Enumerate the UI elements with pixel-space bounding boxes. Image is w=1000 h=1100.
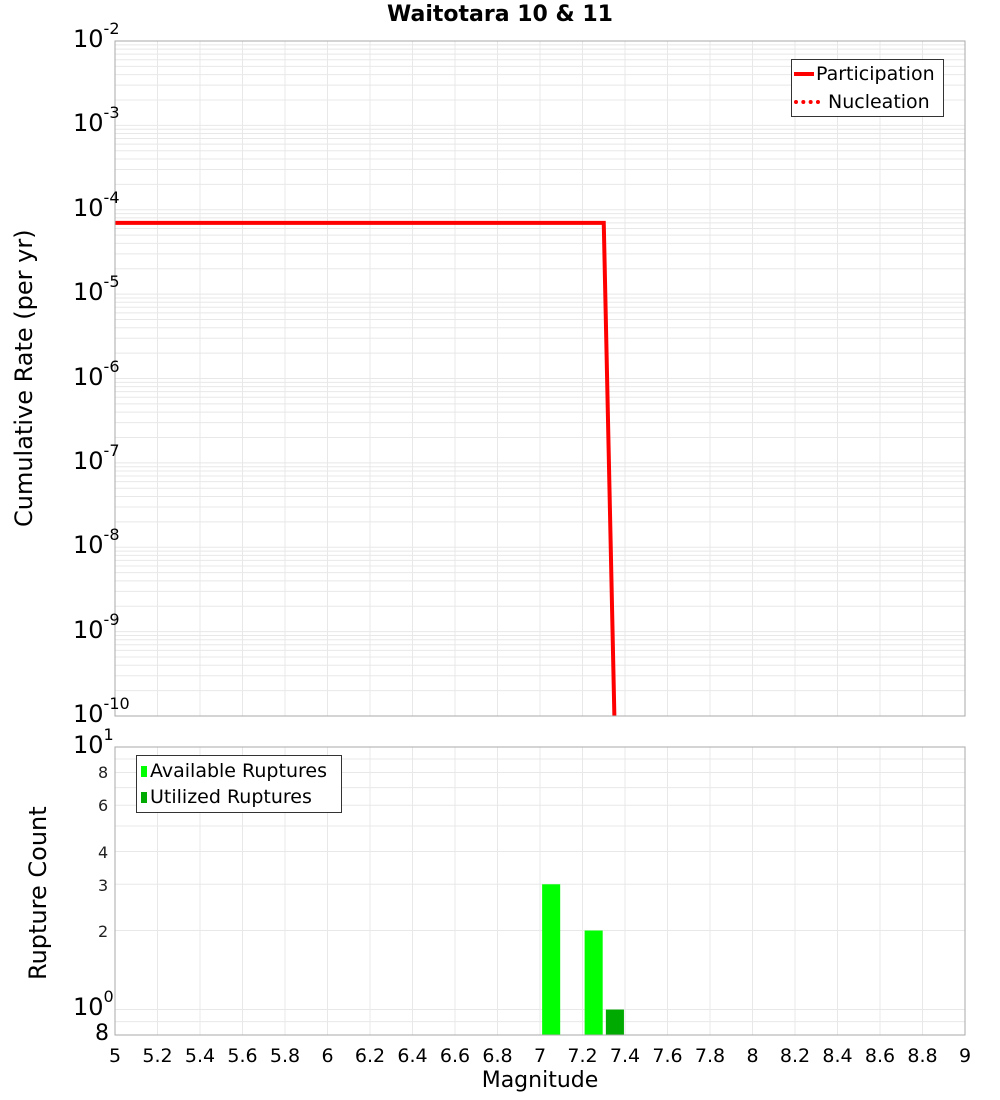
- bottom-ytick-3: 3: [98, 876, 108, 895]
- bottom-ytick-8-low: 8: [95, 1023, 109, 1045]
- histogram-bar: [606, 1010, 624, 1035]
- dotted-line-swatch-icon: [794, 100, 820, 104]
- top-ytick: 10-3: [73, 111, 120, 135]
- legend-label: Nucleation: [828, 91, 930, 113]
- x-tick: 8.6: [865, 1045, 895, 1067]
- top-ytick: 10-10: [73, 702, 130, 726]
- top-ytick: 10-9: [73, 618, 120, 642]
- x-tick: 6: [321, 1045, 333, 1067]
- top-ytick: 10-2: [73, 27, 120, 51]
- bottom-legend: Available Ruptures Utilized Ruptures: [136, 755, 342, 813]
- bottom-ytick-4: 4: [98, 843, 108, 862]
- legend-item-utilized[interactable]: Utilized Ruptures: [137, 784, 341, 810]
- x-tick: 5.8: [270, 1045, 300, 1067]
- x-tick: 7.2: [567, 1045, 597, 1067]
- bottom-ytick-6: 6: [98, 796, 108, 815]
- x-tick: 5.4: [185, 1045, 215, 1067]
- x-tick: 6.2: [355, 1045, 385, 1067]
- histogram-bar: [542, 884, 560, 1035]
- series-line-nucleation: [115, 223, 614, 716]
- legend-label: Available Ruptures: [150, 760, 327, 782]
- top-ytick: 10-8: [73, 533, 120, 557]
- x-tick: 8.2: [780, 1045, 810, 1067]
- x-tick: 5.6: [227, 1045, 257, 1067]
- top-legend: Participation Nucleation: [791, 59, 944, 117]
- x-tick: 5: [109, 1045, 121, 1067]
- x-tick: 7: [534, 1045, 546, 1067]
- top-y-axis-label: Cumulative Rate (per yr): [10, 229, 38, 527]
- bar-swatch-icon: [141, 766, 147, 777]
- x-tick: 7.6: [652, 1045, 682, 1067]
- legend-label: Utilized Ruptures: [150, 786, 312, 808]
- x-tick: 6.4: [397, 1045, 427, 1067]
- x-tick: 8.4: [822, 1045, 852, 1067]
- top-ytick: 10-4: [73, 196, 120, 220]
- bottom-ytick-2: 2: [98, 922, 108, 941]
- bar-swatch-icon: [141, 792, 147, 803]
- chart-title: Waitotara 10 & 11: [0, 2, 1000, 27]
- legend-item-nucleation[interactable]: Nucleation: [792, 88, 943, 116]
- legend-label: Participation: [816, 63, 935, 85]
- x-tick: 7.8: [695, 1045, 725, 1067]
- top-ytick: 10-6: [73, 365, 120, 389]
- x-axis-label: Magnitude: [0, 1068, 1000, 1093]
- bottom-y-axis-label: Rupture Count: [24, 806, 52, 980]
- bottom-ytick-8: 8: [98, 763, 108, 782]
- top-ytick: 10-5: [73, 280, 120, 304]
- bottom-ytick-10-0: 100: [73, 995, 114, 1019]
- x-tick: 9: [959, 1045, 971, 1067]
- x-tick: 7.4: [610, 1045, 640, 1067]
- legend-item-participation[interactable]: Participation: [792, 60, 943, 88]
- x-tick: 8.8: [907, 1045, 937, 1067]
- x-tick: 6.8: [482, 1045, 512, 1067]
- x-tick: 8: [746, 1045, 758, 1067]
- bottom-ytick-10-1: 101: [73, 733, 114, 757]
- x-tick: 5.2: [142, 1045, 172, 1067]
- histogram-bar: [585, 931, 603, 1035]
- legend-item-available[interactable]: Available Ruptures: [137, 758, 341, 784]
- plot-canvas: [0, 0, 1000, 1100]
- x-tick: 6.6: [440, 1045, 470, 1067]
- top-ytick: 10-7: [73, 449, 120, 473]
- solid-line-swatch-icon: [794, 72, 814, 76]
- series-line-participation: [115, 223, 614, 716]
